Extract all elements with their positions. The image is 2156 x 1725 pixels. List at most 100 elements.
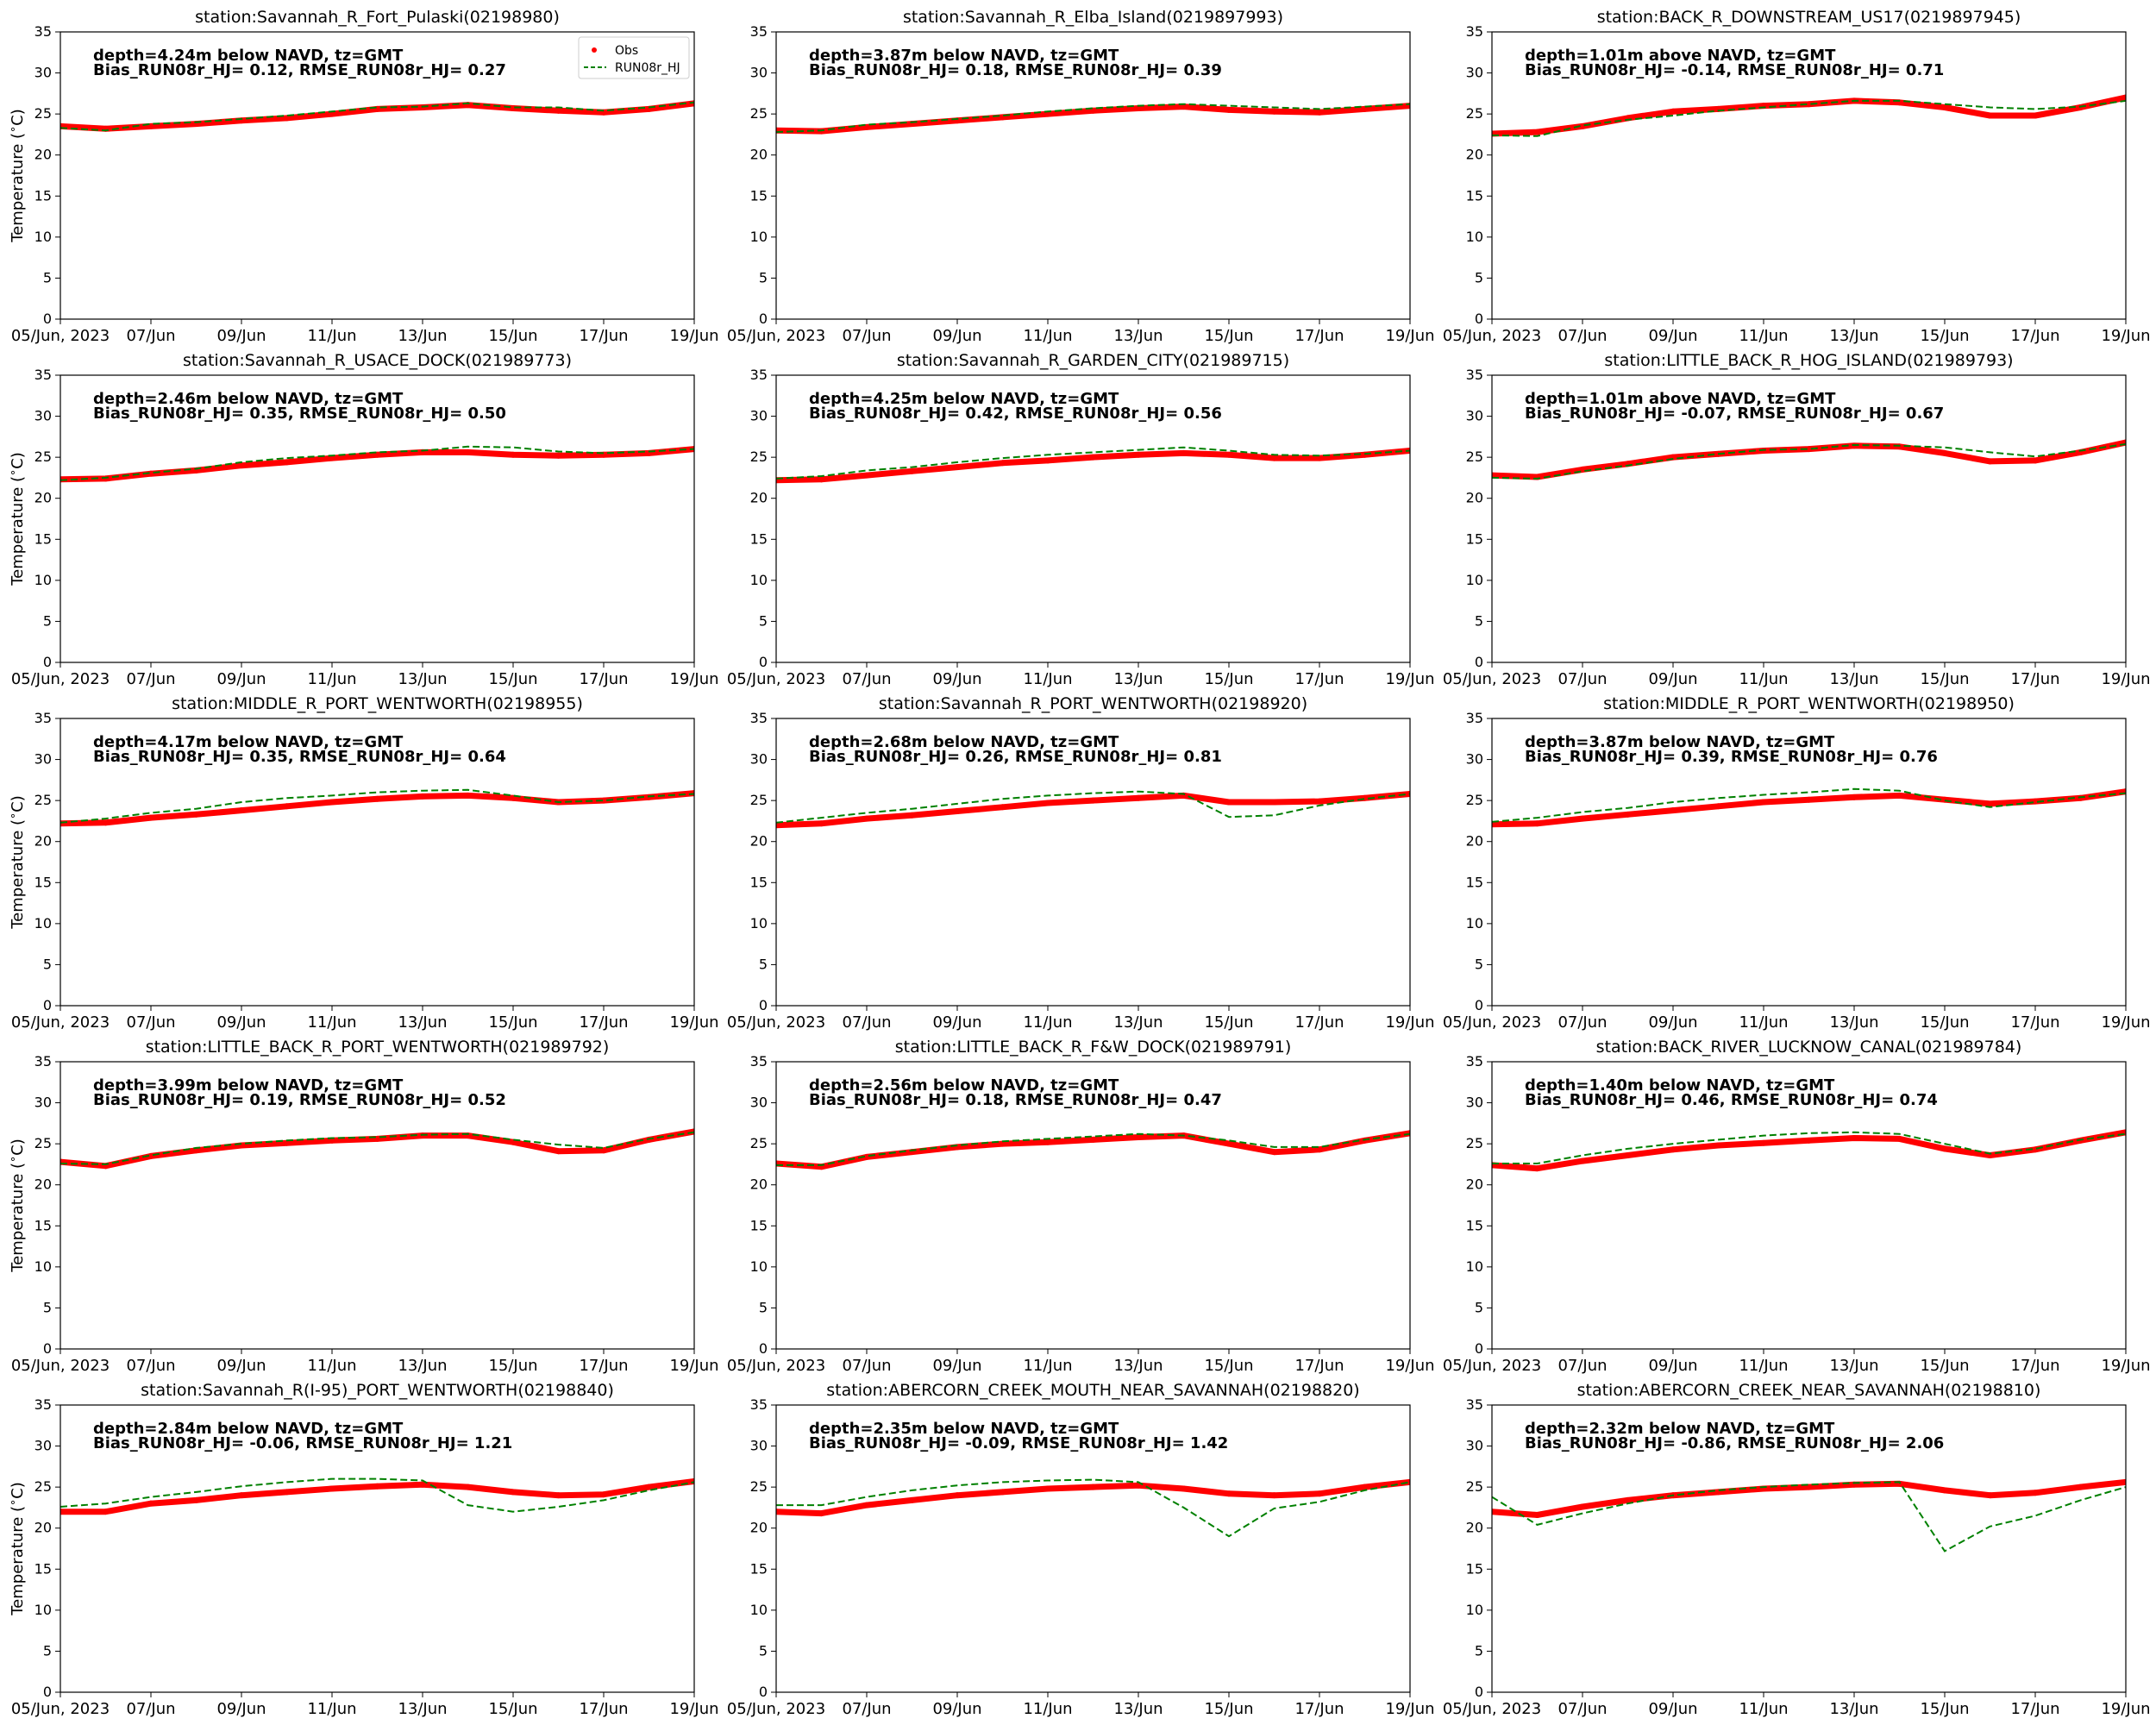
y-tick-label: 15 — [1466, 1560, 1483, 1577]
series-group — [1492, 439, 2126, 480]
obs-point — [1896, 792, 1902, 799]
y-tick-label: 5 — [43, 612, 52, 629]
obs-point — [1316, 109, 1323, 116]
obs-point — [1181, 104, 1187, 110]
y-tick-label: 10 — [34, 1602, 52, 1618]
annotation-line: depth=4.24m below NAVD, tz=GMT — [93, 47, 404, 65]
y-tick-label: 10 — [750, 1602, 768, 1618]
x-tick-label: 07/Jun — [842, 670, 891, 688]
subplot-title: station:MIDDLE_R_PORT_WENTWORTH(02198955… — [172, 694, 583, 713]
obs-point — [1271, 1492, 1277, 1499]
x-tick-label: 05/Jun, 2023 — [1443, 1013, 1541, 1032]
y-tick-label: 20 — [1466, 833, 1483, 850]
annotation-line: Bias_RUN08r_HJ= 0.42, RMSE_RUN08r_HJ= 0.… — [809, 405, 1222, 423]
y-tick-label: 10 — [750, 915, 768, 932]
annotation-line: depth=3.87m below NAVD, tz=GMT — [1525, 733, 1835, 751]
obs-point — [1044, 1138, 1051, 1145]
y-tick-label: 10 — [1466, 1258, 1483, 1275]
obs-point — [1579, 1157, 1586, 1164]
y-tick-label: 10 — [1466, 572, 1483, 588]
y-tick-label: 5 — [1475, 1642, 1483, 1659]
subplot-title: station:Savannah_R_USACE_DOCK(021989773) — [183, 351, 572, 370]
y-tick-label: 30 — [750, 1095, 768, 1111]
y-tick-label: 35 — [34, 367, 52, 383]
x-tick-label: 07/Jun — [126, 327, 175, 345]
y-tick-label: 20 — [1466, 1520, 1483, 1536]
obs-point — [1670, 108, 1677, 115]
x-tick-label: 07/Jun — [126, 670, 175, 688]
obs-point — [863, 1502, 870, 1509]
obs-point — [555, 1148, 561, 1155]
y-tick-label: 5 — [1475, 612, 1483, 629]
obs-point — [329, 1485, 335, 1492]
obs-point — [103, 819, 109, 826]
obs-point — [465, 1484, 471, 1490]
x-tick-label: 05/Jun, 2023 — [727, 670, 825, 688]
obs-point — [193, 811, 199, 818]
y-tick-label: 10 — [750, 572, 768, 588]
x-tick-label: 09/Jun — [932, 1013, 981, 1032]
x-tick-label: 13/Jun — [1829, 1013, 1878, 1032]
obs-point — [2032, 112, 2039, 119]
axes-frame — [60, 1404, 695, 1693]
subplot-title: station:Savannah_R_GARDEN_CITY(021989715… — [897, 351, 1289, 370]
axes-frame — [775, 31, 1411, 320]
x-tick-label: 09/Jun — [216, 670, 266, 688]
subplot-15: 0 5 10 15 20 25 30 35 05/Jun, 2023 07/Jun 09/Jun 11… — [1443, 1381, 2151, 1718]
x-tick-label: 13/Jun — [1113, 1357, 1163, 1375]
subplot-5: 0 5 10 15 20 25 30 35 05/Jun, 2023 07/Jun 09/Jun 11… — [727, 351, 1435, 688]
x-tick-label: 13/Jun — [398, 1700, 447, 1718]
series-group — [776, 1130, 1410, 1170]
y-tick-label: 30 — [34, 751, 52, 768]
obs-point — [2032, 457, 2039, 464]
obs-point — [1579, 815, 1586, 822]
x-tick-label: 09/Jun — [1648, 670, 1697, 688]
obs-point — [1534, 1165, 1540, 1172]
obs-point — [284, 1139, 290, 1146]
x-tick-label: 13/Jun — [398, 1357, 447, 1375]
y-tick-label: 20 — [34, 147, 52, 163]
x-tick-label: 11/Jun — [1023, 1357, 1072, 1375]
y-tick-label: 0 — [1475, 997, 1483, 1013]
y-tick-label: 10 — [1466, 229, 1483, 245]
x-tick-label: 17/Jun — [1294, 1013, 1344, 1032]
obs-point — [909, 1496, 915, 1503]
annotation-line: depth=2.35m below NAVD, tz=GMT — [809, 1420, 1119, 1438]
annotation-line: Bias_RUN08r_HJ= -0.06, RMSE_RUN08r_HJ= 1… — [93, 1434, 512, 1452]
axes-frame — [775, 1061, 1411, 1350]
y-tick-label: 5 — [759, 1299, 768, 1315]
x-tick-label: 15/Jun — [1920, 1700, 1969, 1718]
x-tick-label: 11/Jun — [1023, 1013, 1072, 1032]
obs-point — [103, 1509, 109, 1515]
y-tick-label: 20 — [750, 1520, 768, 1536]
y-tick-label: 20 — [750, 833, 768, 850]
obs-point — [776, 1509, 780, 1515]
annotation-line: Bias_RUN08r_HJ= -0.86, RMSE_RUN08r_HJ= 2… — [1525, 1434, 1944, 1452]
x-tick-label: 17/Jun — [1294, 327, 1344, 345]
y-tick-label: 0 — [759, 997, 768, 1013]
y-tick-label: 25 — [1466, 448, 1483, 465]
obs-point — [374, 1483, 380, 1490]
y-tick-label: 30 — [750, 1438, 768, 1454]
y-tick-label: 20 — [1466, 147, 1483, 163]
subplot-3: 0 5 10 15 20 25 30 35 05/Jun, 2023 07/Jun 09/Jun 11… — [1443, 8, 2151, 345]
x-tick-label: 13/Jun — [398, 327, 447, 345]
obs-point — [1225, 1140, 1232, 1147]
x-tick-label: 17/Jun — [1294, 670, 1344, 688]
y-axis-label: Temperature (∘C) — [7, 109, 27, 243]
annotation-line: depth=1.01m above NAVD, tz=GMT — [1525, 47, 1836, 65]
obs-point — [238, 807, 245, 814]
legend-label-model: RUN08r_HJ — [615, 61, 680, 75]
obs-point — [1760, 799, 1767, 806]
y-tick-label: 25 — [34, 1135, 52, 1151]
x-tick-label: 05/Jun, 2023 — [727, 327, 825, 345]
x-tick-label: 13/Jun — [398, 670, 447, 688]
model-series-line — [60, 1477, 694, 1513]
y-tick-label: 30 — [1466, 408, 1483, 424]
subplot-title: station:ABERCORN_CREEK_NEAR_SAVANNAH(021… — [1577, 1381, 2041, 1400]
x-tick-label: 19/Jun — [1385, 1357, 1434, 1375]
y-tick-label: 35 — [34, 1396, 52, 1413]
y-tick-label: 5 — [1475, 956, 1483, 972]
